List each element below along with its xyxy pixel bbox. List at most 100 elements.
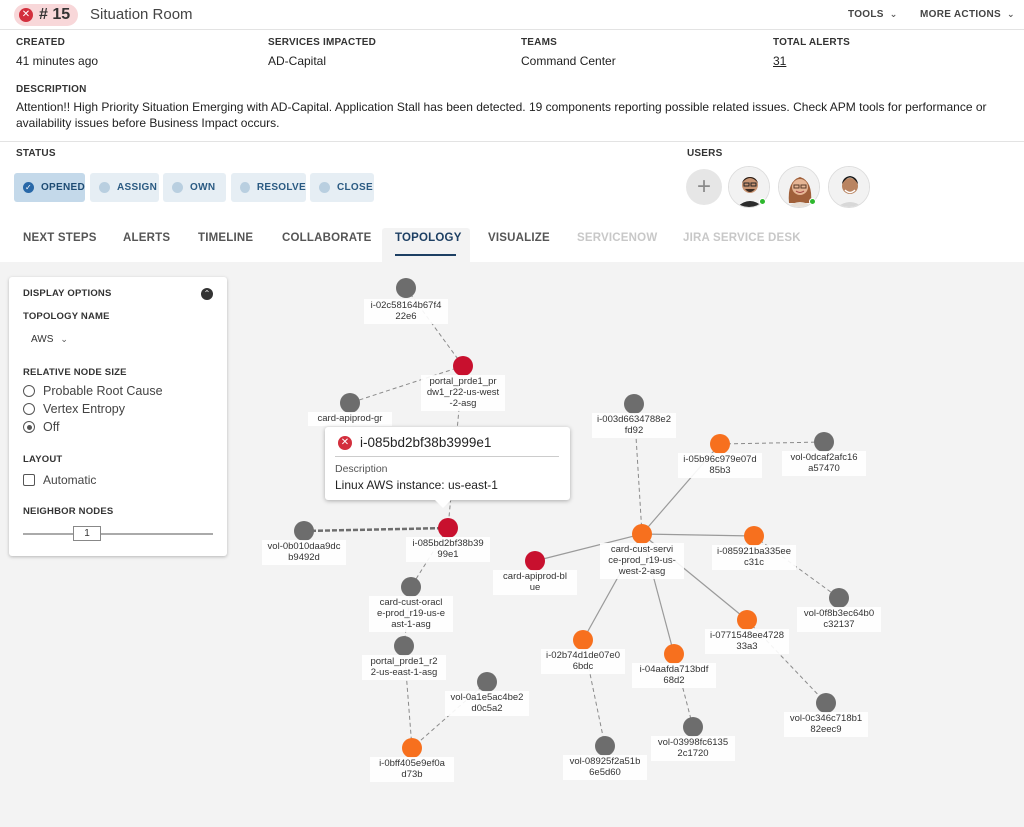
topology-node-circle[interactable]: [438, 518, 458, 538]
topology-node-label-background: [592, 413, 676, 438]
more-actions-menu[interactable]: MORE ACTIONS ⌄: [920, 9, 1015, 20]
tab-visualize[interactable]: VISUALIZE: [488, 232, 550, 244]
collapse-chevron-up-icon[interactable]: ⌃: [201, 288, 213, 300]
status-own-button[interactable]: OWN: [163, 173, 226, 202]
tab-timeline[interactable]: TIMELINE: [198, 232, 254, 244]
topology-node-label-background: [782, 451, 866, 476]
size-option-label: Off: [43, 420, 60, 434]
size-option-off[interactable]: Off: [23, 420, 59, 434]
size-option-vertex-entropy[interactable]: Vertex Entropy: [23, 402, 125, 416]
circle-icon: [99, 182, 110, 193]
topology-node-label: a57470: [808, 463, 840, 474]
topology-node-circle[interactable]: [396, 278, 416, 298]
tooltip-title: i-085bd2bf38b3999e1: [360, 435, 492, 450]
topology-node-circle[interactable]: [632, 524, 652, 544]
status-opened-button[interactable]: ✓ OPENED: [14, 173, 85, 202]
tab-topology[interactable]: TOPOLOGY: [395, 232, 462, 244]
status-resolve-button[interactable]: RESOLVE: [231, 173, 306, 202]
topology-node[interactable]: card-apiprod-gr: [308, 393, 392, 426]
topology-node-circle[interactable]: [624, 394, 644, 414]
radio-button[interactable]: [23, 403, 35, 415]
topology-node-circle[interactable]: [595, 736, 615, 756]
status-assign-button[interactable]: ASSIGN: [90, 173, 159, 202]
topology-node-circle[interactable]: [402, 738, 422, 758]
topology-node-circle[interactable]: [394, 636, 414, 656]
topology-node-label-background: [406, 537, 490, 562]
topology-node-label: -2-asg: [450, 398, 477, 409]
tab-alerts[interactable]: ALERTS: [123, 232, 171, 244]
topology-node-circle[interactable]: [477, 672, 497, 692]
topology-node-circle[interactable]: [683, 717, 703, 737]
topology-node-circle[interactable]: [525, 551, 545, 571]
topology-node-label: vol-08925f2a51b: [570, 756, 641, 767]
add-user-button[interactable]: +: [686, 169, 722, 205]
neighbor-nodes-slider-track[interactable]: [23, 533, 213, 535]
topology-node-circle[interactable]: [573, 630, 593, 650]
topology-node-label: 33a3: [736, 641, 757, 652]
chevron-down-icon: ⌄: [889, 9, 898, 19]
circle-icon: [240, 182, 250, 193]
topology-node-label: ast-1-asg: [391, 619, 431, 630]
topology-node-circle[interactable]: [294, 521, 314, 541]
online-status-icon: [809, 198, 816, 205]
neighbor-nodes-slider-handle[interactable]: 1: [73, 526, 101, 541]
topology-node-circle[interactable]: [710, 434, 730, 454]
topology-node-circle[interactable]: [340, 393, 360, 413]
topology-node-circle[interactable]: [664, 644, 684, 664]
topology-node-label: vol-0b010daa9dc: [268, 541, 341, 552]
avatar[interactable]: [728, 166, 770, 208]
topology-node-circle[interactable]: [737, 610, 757, 630]
total-alerts-link[interactable]: 31: [773, 54, 787, 68]
radio-button-selected[interactable]: [23, 421, 35, 433]
topology-node[interactable]: portal_prde1_r22-us-east-1-asg: [362, 636, 446, 680]
status-close-label: CLOSE: [337, 182, 373, 193]
topology-node-label-background: [600, 543, 684, 579]
topology-name-select[interactable]: AWS ⌄: [31, 334, 68, 345]
display-options-title: DISPLAY OPTIONS: [23, 288, 112, 299]
topology-node-circle[interactable]: [816, 693, 836, 713]
status-close-button[interactable]: CLOSE: [310, 173, 374, 202]
topology-node-label-background: [784, 712, 868, 737]
avatar[interactable]: [828, 166, 870, 208]
topology-node-label: 68d2: [663, 675, 684, 686]
tools-menu[interactable]: TOOLS ⌄: [848, 9, 898, 20]
automatic-checkbox[interactable]: [23, 474, 35, 486]
topology-edge: [641, 533, 755, 537]
topology-node-circle[interactable]: [744, 526, 764, 546]
topology-node-circle[interactable]: [829, 588, 849, 608]
topology-node-circle[interactable]: [401, 577, 421, 597]
topology-node-label: i-05b96c979e07d: [683, 454, 756, 465]
topology-node-label-background: [651, 736, 735, 761]
tab-next-steps[interactable]: NEXT STEPS: [23, 232, 97, 244]
topology-node-label-background: [797, 607, 881, 632]
tooltip-description-label: Description: [335, 463, 388, 475]
topology-node[interactable]: i-085bd2bf38b3999e1: [406, 518, 490, 562]
layout-automatic-option[interactable]: Automatic: [23, 473, 96, 487]
topology-node-circle[interactable]: [814, 432, 834, 452]
size-option-probable-root-cause[interactable]: Probable Root Cause: [23, 384, 163, 398]
topology-node-label: 99e1: [437, 549, 458, 560]
topology-node-circle[interactable]: [453, 356, 473, 376]
tab-collaborate[interactable]: COLLABORATE: [282, 232, 372, 244]
radio-button[interactable]: [23, 385, 35, 397]
